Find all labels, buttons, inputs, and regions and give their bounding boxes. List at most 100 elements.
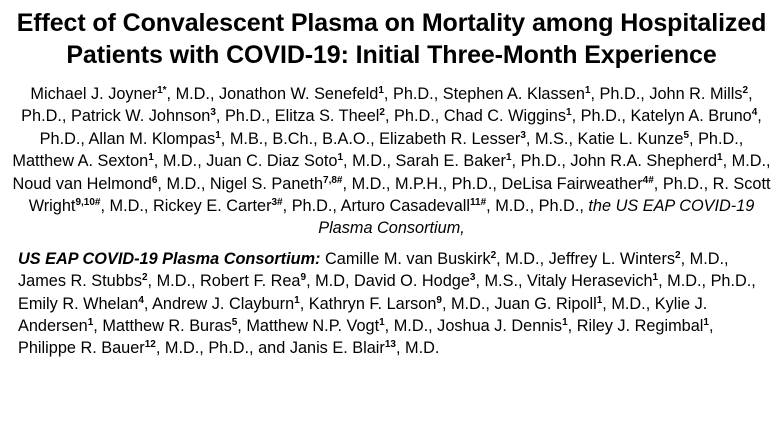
member-name: Camille M. van Buskirk	[325, 249, 491, 268]
member-affiliation: 1	[703, 317, 709, 329]
author-affiliation: 6	[151, 174, 158, 186]
author-degree: M.D.	[352, 152, 387, 171]
author-name: DeLisa Fairweather	[501, 174, 643, 193]
author-degree: Ph.D.	[394, 107, 435, 126]
member-degree: M.S.	[484, 272, 518, 291]
author-entry: Michael J. Joyner1*, M.D.,	[30, 85, 220, 103]
author-name: Jonathon W. Senefeld	[219, 85, 379, 103]
consortium-member: Camille M. van Buskirk2, M.D.,	[325, 249, 549, 268]
member-affiliation: 1	[87, 317, 94, 329]
author-degree: M.D.	[166, 174, 201, 193]
author-name: Patrick W. Johnson	[70, 107, 211, 126]
author-affiliation: 3	[520, 129, 526, 141]
author-affiliation: 5	[683, 129, 689, 141]
author-affiliation: 4	[751, 107, 758, 119]
author-name: John R. Mills	[649, 85, 743, 103]
author-degree: M.S.	[534, 129, 569, 148]
author-entry: Jonathon W. Senefeld1, Ph.D.,	[219, 85, 443, 103]
author-name: Rickey E. Carter	[152, 197, 272, 216]
member-degree: M.D.	[611, 294, 646, 313]
member-affiliation: 9	[300, 272, 307, 284]
author-degree: Ph.D.	[39, 129, 81, 148]
member-name: Riley J. Regimbal	[576, 317, 704, 336]
author-entry: Patrick W. Johnson3, Ph.D.,	[70, 107, 275, 126]
consortium-member: Vitaly Herasevich1, M.D., Ph.D.,	[527, 272, 756, 291]
author-affiliation: 7,8#	[323, 174, 343, 186]
member-name: Kathryn F. Larson	[308, 294, 437, 313]
member-name: Janis E. Blair	[289, 339, 385, 358]
author-name: Stephen A. Klassen	[442, 85, 585, 103]
consortium-member: Emily R. Whelan4,	[18, 294, 153, 313]
member-degree: M.D., Ph.D.	[667, 272, 752, 291]
member-affiliation: 2	[141, 272, 148, 284]
member-degree: M.D.	[505, 249, 540, 268]
member-degree: M.D.	[405, 339, 440, 358]
author-name: Elitza S. Theel	[274, 107, 380, 126]
author-entry: Matthew A. Sexton1, M.D.,	[12, 152, 207, 171]
author-list: Michael J. Joyner1*, M.D., Jonathon W. S…	[10, 83, 773, 240]
author-affiliation: 1	[215, 129, 221, 141]
author-name: Katelyn A. Bruno	[630, 107, 752, 126]
paper-title: Effect of Convalescent Plasma on Mortali…	[16, 9, 767, 69]
member-affiliation: 2	[490, 249, 497, 261]
consortium-label: US EAP COVID-19 Plasma Consortium:	[18, 249, 321, 268]
member-affiliation: 1	[652, 272, 659, 284]
member-name: Emily R. Whelan	[18, 294, 139, 313]
author-degree: Ph.D.	[698, 129, 739, 148]
member-name: David O. Hodge	[354, 272, 470, 291]
consortium-member: and Janis E. Blair13, M.D.	[258, 339, 440, 358]
final-joiner: and	[258, 339, 286, 358]
author-entry: R. Scott Wright9,10#, M.D.,	[28, 174, 771, 216]
author-entry: Elitza S. Theel2, Ph.D.,	[274, 107, 444, 126]
member-affiliation: 1	[294, 294, 300, 306]
member-degree: M.D.	[451, 294, 486, 313]
author-entry: Juan C. Diaz Soto1, M.D.,	[206, 152, 396, 171]
member-affiliation: 1	[379, 317, 385, 329]
member-affiliation: 3	[469, 272, 476, 284]
member-affiliation: 1	[562, 317, 568, 329]
author-name: Arturo Casadevall	[340, 197, 470, 216]
consortium-member-list: Camille M. van Buskirk2, M.D., Jeffrey L…	[18, 250, 756, 358]
author-entry: Katelyn A. Bruno4, Ph.D.,	[39, 107, 762, 148]
member-degree: M.D.	[393, 317, 429, 336]
consortium-member: Juan G. Ripoll1, M.D.,	[494, 294, 655, 313]
author-degree: Ph.D.	[291, 197, 333, 216]
author-affiliation: 1	[378, 85, 384, 96]
author-affiliation: 4#	[642, 174, 654, 186]
consortium-member: David O. Hodge3, M.S.,	[354, 272, 528, 291]
author-name: Juan C. Diaz Soto	[206, 152, 338, 171]
member-name: Philippe R. Bauer	[18, 339, 145, 358]
author-name: Allan M. Klompas	[88, 129, 216, 148]
author-entry: Noud van Helmond6, M.D.,	[12, 174, 210, 193]
author-entry: DeLisa Fairweather4#, Ph.D.,	[501, 174, 713, 193]
member-name: Juan G. Ripoll	[494, 294, 597, 313]
consortium-member: Andrew J. Clayburn1,	[152, 294, 309, 313]
author-name: Nigel S. Paneth	[209, 174, 324, 193]
author-entry: Sarah E. Baker1, Ph.D.,	[395, 152, 571, 171]
author-affiliation: 2	[742, 85, 749, 96]
author-degree: Ph.D.	[662, 174, 704, 193]
author-name: Katie L. Kunze	[577, 129, 684, 148]
author-entry: Katie L. Kunze5, Ph.D.,	[577, 129, 744, 148]
author-degree: Ph.D.	[580, 107, 622, 126]
consortium-member: Kathryn F. Larson9, M.D.,	[308, 294, 495, 313]
member-degree: M.D	[315, 272, 345, 291]
consortium-member: Philippe R. Bauer12, M.D., Ph.D.,	[18, 339, 259, 358]
author-degree: M.D.	[731, 152, 767, 171]
member-affiliation: 2	[675, 249, 681, 261]
member-degree: M.D., Ph.D.	[164, 339, 250, 358]
author-affiliation: 1	[148, 152, 154, 164]
author-affiliation: 2	[379, 107, 385, 119]
author-degree: Ph.D.	[392, 85, 434, 103]
member-name: Matthew N.P. Vogt	[246, 317, 380, 336]
consortium-member: Jeffrey L. Winters2, M.D.,	[548, 249, 729, 268]
author-degree: Ph.D.	[520, 152, 562, 171]
author-name: Matthew A. Sexton	[12, 152, 149, 171]
member-name: Joshua J. Dennis	[437, 317, 563, 336]
member-degree: M.D.	[689, 249, 725, 268]
author-name: Chad C. Wiggins	[443, 107, 567, 126]
author-affiliation: 1	[505, 152, 512, 164]
author-affiliation: 1*	[157, 85, 167, 96]
member-name: Kylie J. Andersen	[18, 294, 708, 336]
